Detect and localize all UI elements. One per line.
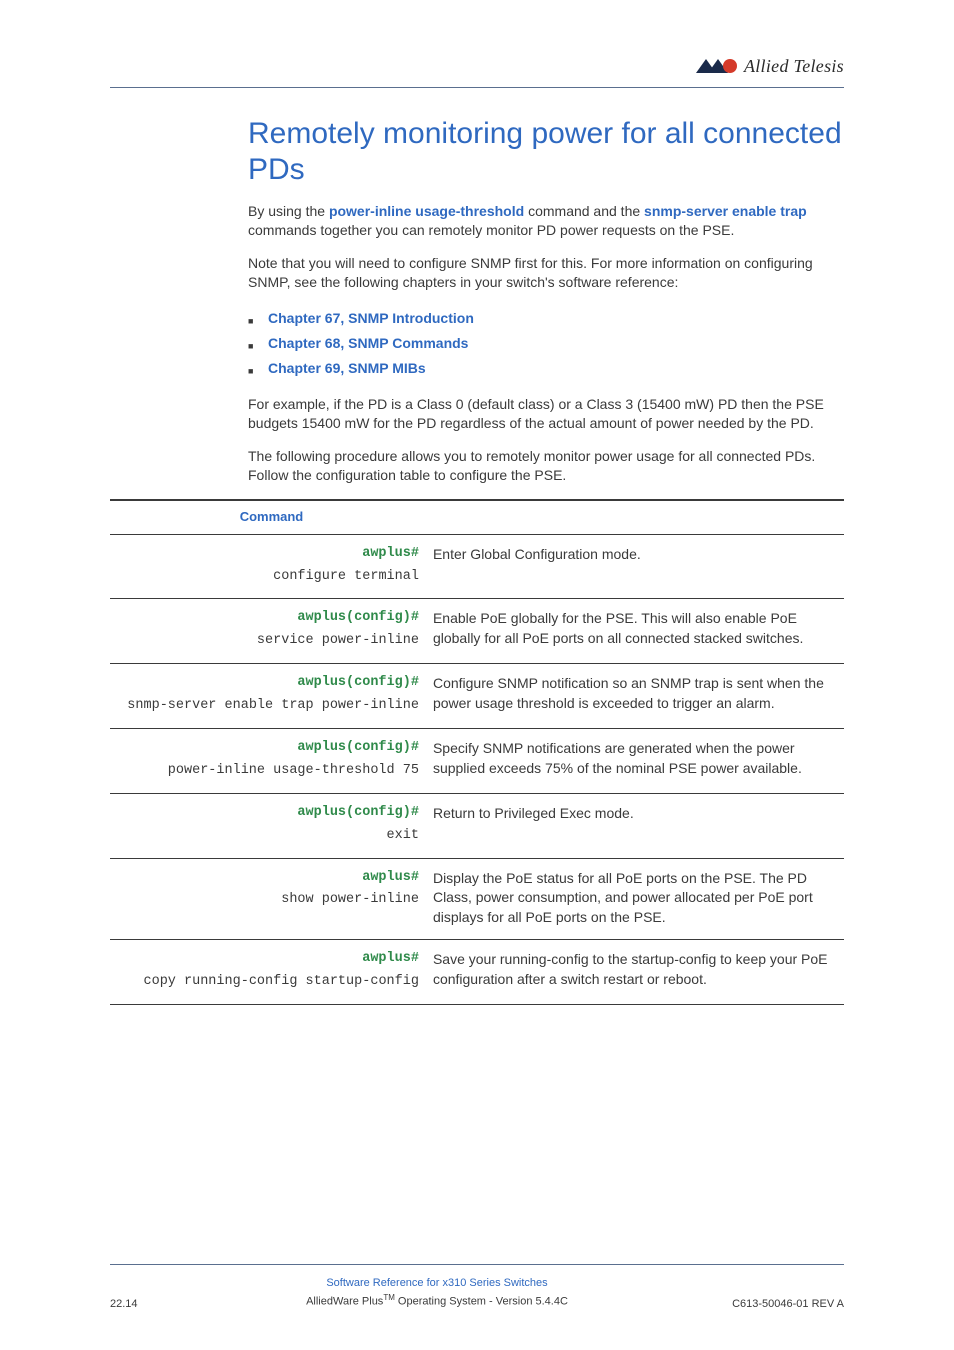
footer-title: Software Reference for x310 Series Switc…: [170, 1275, 704, 1292]
page-number: 22.14: [110, 1298, 170, 1310]
example-paragraph: For example, if the PD is a Class 0 (def…: [248, 395, 844, 433]
header-rule: [110, 87, 844, 88]
command-prompt: awplus#: [110, 950, 419, 973]
link-chapter-68[interactable]: Chapter 68, SNMP Commands: [268, 335, 468, 351]
description-cell: Enable PoE globally for the PSE. This wi…: [433, 599, 844, 664]
table-row: awplus#show power-inline Display the PoE…: [110, 858, 844, 940]
command-prompt: awplus#: [110, 545, 419, 568]
command-table: Command awplus#configure terminal Enter …: [110, 499, 844, 1005]
description-cell: Display the PoE status for all PoE ports…: [433, 858, 844, 940]
chapter-list-item: Chapter 67, SNMP Introduction: [248, 306, 844, 331]
command-cell: awplus(config)#power-inline usage-thresh…: [110, 729, 433, 794]
text-fragment: AlliedWare Plus: [306, 1296, 383, 1308]
logo-row: Allied Telesis: [110, 56, 844, 77]
doc-revision: C613-50046-01 REV A: [704, 1298, 844, 1310]
command-prompt: awplus(config)#: [110, 674, 419, 697]
brand-logo: Allied Telesis: [696, 56, 844, 77]
command-cell: awplus(config)#service power-inline: [110, 599, 433, 664]
footer-center: Software Reference for x310 Series Switc…: [170, 1275, 704, 1310]
command-text: snmp-server enable trap power-inline: [110, 697, 419, 716]
command-prompt: awplus(config)#: [110, 609, 419, 632]
table-row: awplus(config)#power-inline usage-thresh…: [110, 729, 844, 794]
command-prompt: awplus(config)#: [110, 804, 419, 827]
table-row: awplus#configure terminal Enter Global C…: [110, 534, 844, 599]
command-cell: awplus(config)#snmp-server enable trap p…: [110, 664, 433, 729]
chapter-list: Chapter 67, SNMP Introduction Chapter 68…: [248, 306, 844, 382]
text-fragment: Operating System - Version 5.4.4C: [395, 1296, 568, 1308]
table-row: awplus(config)#snmp-server enable trap p…: [110, 664, 844, 729]
brand-mark-icon: [696, 57, 740, 77]
command-text: copy running-config startup-config: [110, 973, 419, 992]
command-text: show power-inline: [110, 891, 419, 910]
description-cell: Configure SNMP notification so an SNMP t…: [433, 664, 844, 729]
link-chapter-69[interactable]: Chapter 69, SNMP MIBs: [268, 360, 426, 376]
command-cell: awplus#configure terminal: [110, 534, 433, 599]
command-cell: awplus#show power-inline: [110, 858, 433, 940]
description-cell: Return to Privileged Exec mode.: [433, 793, 844, 858]
procedure-paragraph: The following procedure allows you to re…: [248, 447, 844, 485]
table-row: awplus(config)#exit Return to Privileged…: [110, 793, 844, 858]
table-header-description: [433, 500, 844, 535]
intro-paragraph-1: By using the power-inline usage-threshol…: [248, 202, 844, 240]
table-header-command: Command: [110, 500, 433, 535]
command-text: configure terminal: [110, 568, 419, 587]
command-cell: awplus(config)#exit: [110, 793, 433, 858]
brand-name: Allied Telesis: [744, 56, 844, 77]
command-prompt: awplus#: [110, 869, 419, 892]
text-fragment: By using the: [248, 203, 329, 219]
chapter-list-item: Chapter 68, SNMP Commands: [248, 331, 844, 356]
command-text: exit: [110, 827, 419, 846]
link-chapter-67[interactable]: Chapter 67, SNMP Introduction: [268, 310, 474, 326]
text-fragment: command and the: [524, 203, 644, 219]
text-fragment: commands together you can remotely monit…: [248, 222, 734, 238]
table-row: awplus(config)#service power-inline Enab…: [110, 599, 844, 664]
command-text: power-inline usage-threshold 75: [110, 762, 419, 781]
description-cell: Enter Global Configuration mode.: [433, 534, 844, 599]
description-cell: Save your running-config to the startup-…: [433, 940, 844, 1005]
intro-paragraph-2: Note that you will need to configure SNM…: [248, 254, 844, 292]
command-prompt: awplus(config)#: [110, 739, 419, 762]
footer-version: AlliedWare PlusTM Operating System - Ver…: [170, 1292, 704, 1310]
trademark-superscript: TM: [383, 1293, 395, 1302]
command-text: service power-inline: [110, 632, 419, 651]
link-snmp-server-enable-trap[interactable]: snmp-server enable trap: [644, 203, 807, 219]
command-cell: awplus#copy running-config startup-confi…: [110, 940, 433, 1005]
chapter-list-item: Chapter 69, SNMP MIBs: [248, 356, 844, 381]
footer-rule: [110, 1264, 844, 1265]
link-power-inline-usage-threshold[interactable]: power-inline usage-threshold: [329, 203, 524, 219]
page-footer: 22.14 Software Reference for x310 Series…: [110, 1264, 844, 1310]
description-cell: Specify SNMP notifications are generated…: [433, 729, 844, 794]
page-title: Remotely monitoring power for all connec…: [248, 116, 844, 188]
table-row: awplus#copy running-config startup-confi…: [110, 940, 844, 1005]
